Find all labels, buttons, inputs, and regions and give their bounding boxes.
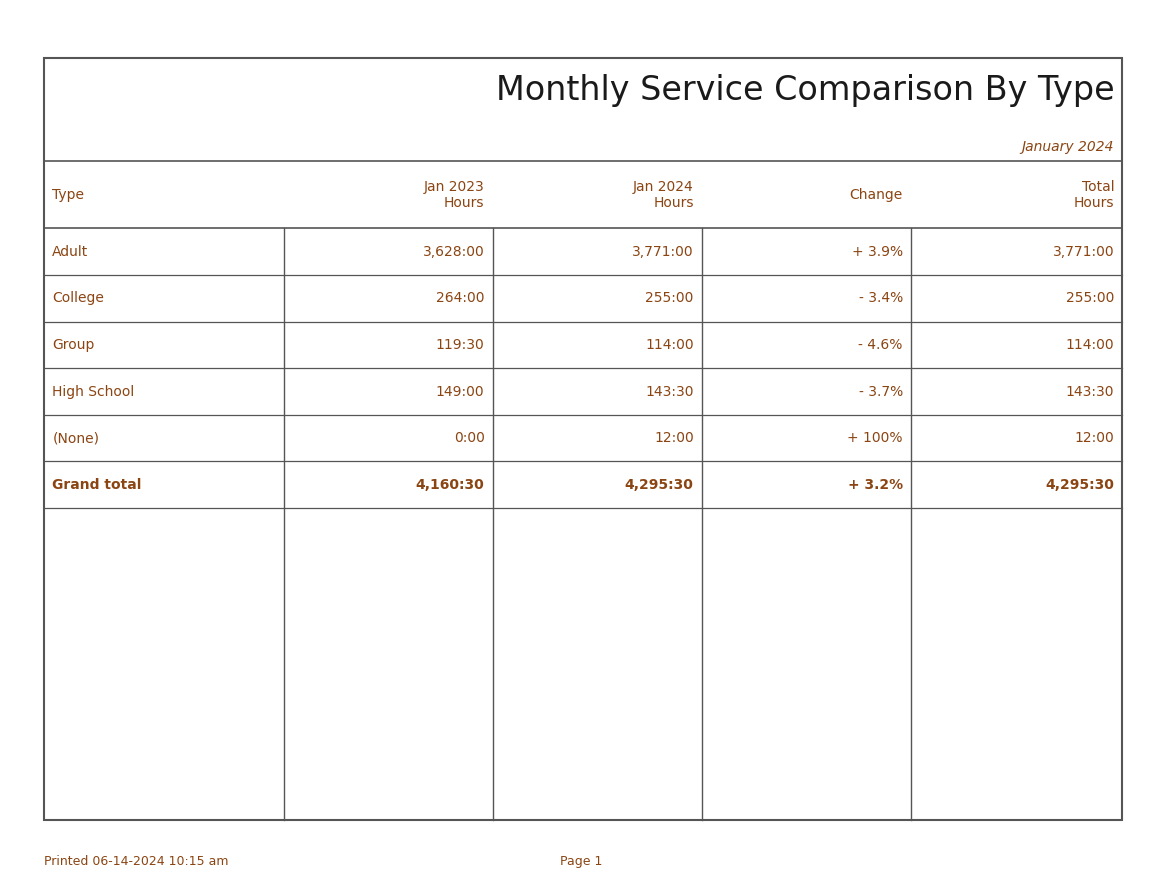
Text: Total
Hours: Total Hours <box>1073 180 1114 210</box>
Text: 0:00: 0:00 <box>454 431 485 445</box>
Text: 3,628:00: 3,628:00 <box>423 245 485 259</box>
Text: (None): (None) <box>52 431 99 445</box>
Text: 114:00: 114:00 <box>1065 338 1114 352</box>
Text: 12:00: 12:00 <box>654 431 693 445</box>
Text: 143:30: 143:30 <box>645 384 693 399</box>
Text: 143:30: 143:30 <box>1065 384 1114 399</box>
Text: - 3.7%: - 3.7% <box>858 384 902 399</box>
Text: 4,295:30: 4,295:30 <box>625 478 693 492</box>
Text: 114:00: 114:00 <box>645 338 693 352</box>
Text: College: College <box>52 291 105 306</box>
Text: 3,771:00: 3,771:00 <box>632 245 693 259</box>
Text: Group: Group <box>52 338 94 352</box>
Text: January 2024: January 2024 <box>1021 140 1114 154</box>
Text: Jan 2023
Hours: Jan 2023 Hours <box>423 180 485 210</box>
Text: High School: High School <box>52 384 135 399</box>
Text: Page 1: Page 1 <box>561 856 602 868</box>
Text: - 4.6%: - 4.6% <box>858 338 902 352</box>
Text: Printed 06-14-2024 10:15 am: Printed 06-14-2024 10:15 am <box>44 856 229 868</box>
Text: 12:00: 12:00 <box>1075 431 1114 445</box>
Text: Grand total: Grand total <box>52 478 142 492</box>
Text: Change: Change <box>850 188 902 202</box>
Text: Monthly Service Comparison By Type: Monthly Service Comparison By Type <box>495 74 1114 108</box>
Text: + 3.2%: + 3.2% <box>848 478 902 492</box>
Text: + 3.9%: + 3.9% <box>851 245 902 259</box>
Text: 255:00: 255:00 <box>645 291 693 306</box>
Text: 255:00: 255:00 <box>1065 291 1114 306</box>
Text: 264:00: 264:00 <box>436 291 485 306</box>
Text: 149:00: 149:00 <box>436 384 485 399</box>
Text: 3,771:00: 3,771:00 <box>1053 245 1114 259</box>
Text: - 3.4%: - 3.4% <box>858 291 902 306</box>
Text: 119:30: 119:30 <box>436 338 485 352</box>
Text: + 100%: + 100% <box>848 431 902 445</box>
Text: 4,160:30: 4,160:30 <box>416 478 485 492</box>
Text: 4,295:30: 4,295:30 <box>1046 478 1114 492</box>
Text: Type: Type <box>52 188 85 202</box>
Text: Adult: Adult <box>52 245 88 259</box>
Text: Jan 2024
Hours: Jan 2024 Hours <box>633 180 693 210</box>
